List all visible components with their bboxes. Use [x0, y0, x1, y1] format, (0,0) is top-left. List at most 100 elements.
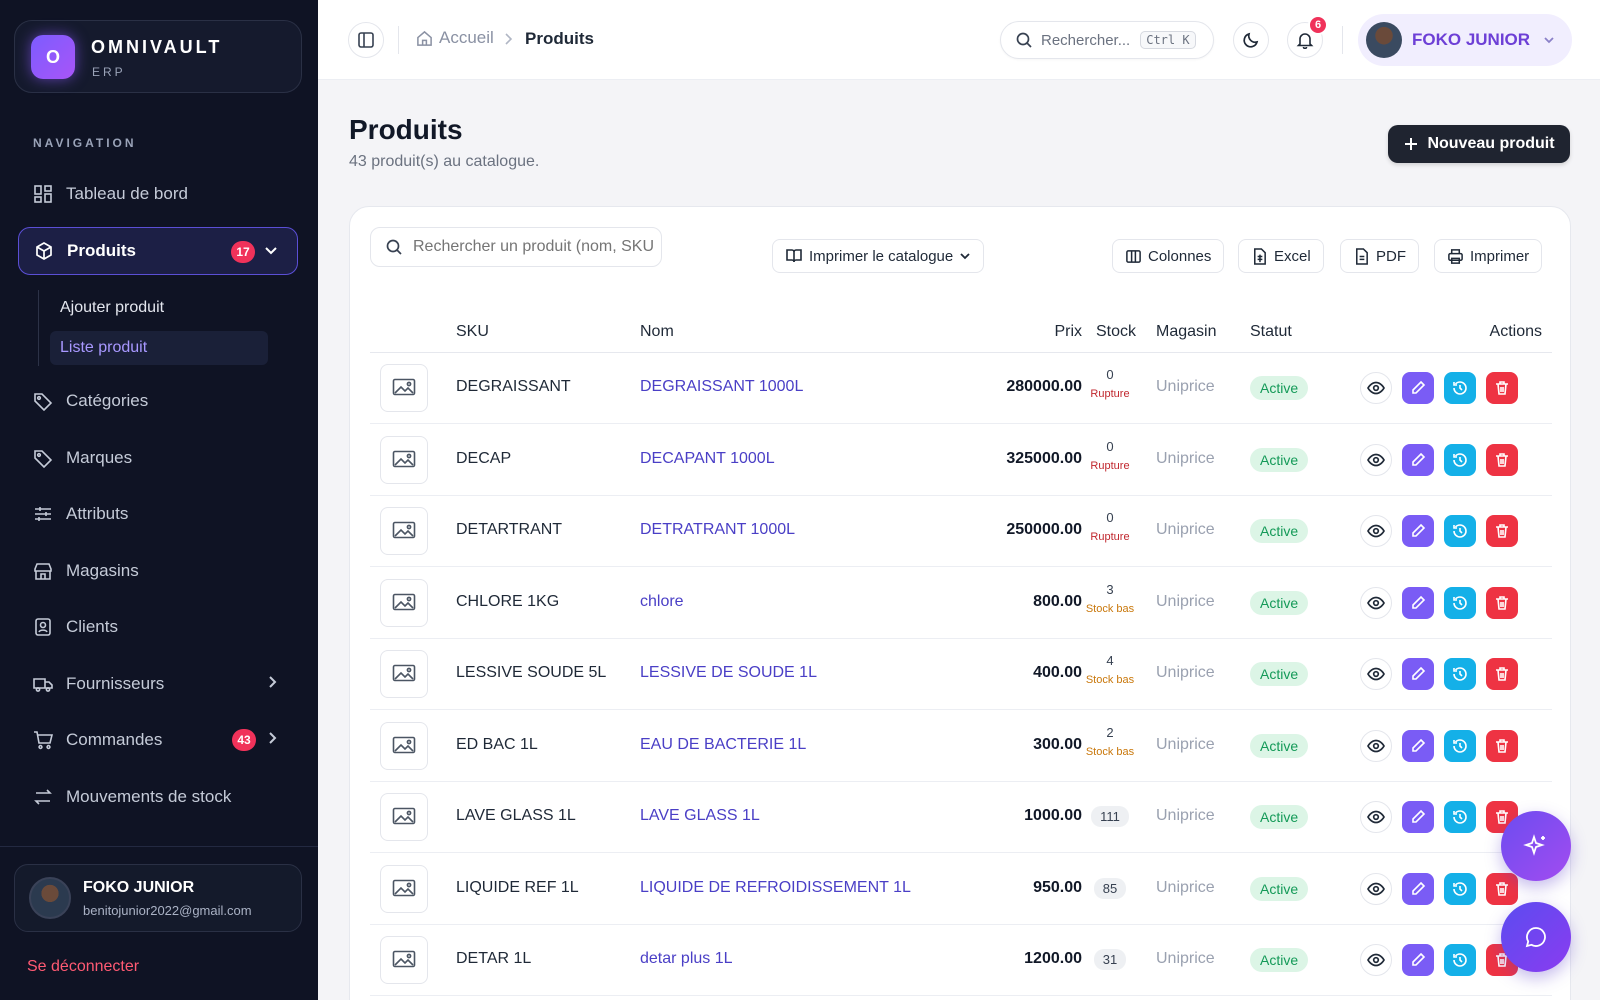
edit-button[interactable] — [1402, 729, 1434, 762]
product-name-link[interactable]: LESSIVE DE SOUDE 1L — [640, 664, 817, 681]
sidebar-item-commandes[interactable]: Commandes 43 — [18, 716, 298, 764]
edit-button[interactable] — [1402, 515, 1434, 547]
sidebar-item-attributs[interactable]: Attributs — [18, 490, 298, 538]
chat-button[interactable] — [1501, 902, 1571, 972]
product-thumbnail[interactable] — [380, 721, 428, 770]
view-button[interactable] — [1360, 443, 1392, 476]
history-button[interactable] — [1444, 586, 1476, 619]
edit-button[interactable] — [1402, 658, 1434, 690]
sidebar-item-categories[interactable]: Catégories — [18, 377, 298, 425]
pdf-export-button[interactable]: PDF — [1340, 239, 1419, 273]
view-button[interactable] — [1360, 729, 1392, 762]
product-search-field[interactable] — [370, 227, 662, 267]
columns-button[interactable]: Colonnes — [1112, 239, 1225, 273]
delete-button[interactable] — [1486, 586, 1518, 619]
table-row[interactable]: ED BAC 1L EAU DE BACTERIE 1L 300.00 2 St… — [370, 711, 1552, 782]
sidebar-item-clients[interactable]: Clients — [18, 603, 298, 651]
col-statut[interactable]: Statut — [1250, 323, 1292, 340]
ai-assistant-button[interactable] — [1501, 811, 1571, 881]
logout-link[interactable]: Se déconnecter — [27, 958, 140, 975]
history-button[interactable] — [1444, 443, 1476, 476]
view-button[interactable] — [1360, 515, 1392, 547]
table-row[interactable]: DETAR 1L detar plus 1L 1200.00 31 Unipri… — [370, 925, 1552, 996]
table-row[interactable]: LESSIVE SOUDE 5L LESSIVE DE SOUDE 1L 400… — [370, 639, 1552, 710]
brand-card[interactable]: O OMNIVAULT ERP — [14, 20, 302, 93]
col-nom[interactable]: Nom — [640, 323, 674, 340]
table-row[interactable]: DEGRAISSANT DEGRAISSANT 1000L 280000.00 … — [370, 353, 1552, 424]
breadcrumb-home[interactable]: Accueil — [416, 28, 494, 48]
product-name-link[interactable]: LIQUIDE DE REFROIDISSEMENT 1L — [640, 878, 911, 896]
col-magasin[interactable]: Magasin — [1156, 323, 1217, 340]
table-row[interactable]: LIQUIDE REF 1L LIQUIDE DE REFROIDISSEMEN… — [370, 854, 1552, 925]
edit-button[interactable] — [1402, 586, 1434, 619]
view-button[interactable] — [1360, 872, 1392, 905]
history-button[interactable] — [1444, 658, 1476, 690]
delete-button[interactable] — [1486, 372, 1518, 404]
notifications-button[interactable]: 6 — [1287, 15, 1328, 58]
sidebar-user-card[interactable]: FOKO JUNIOR benitojunior2022@gmail.com — [14, 864, 302, 932]
history-button[interactable] — [1444, 801, 1476, 833]
table-row[interactable]: LAVE GLASS 1L LAVE GLASS 1L 1000.00 111 … — [370, 782, 1552, 853]
delete-button[interactable] — [1486, 515, 1518, 547]
edit-button[interactable] — [1402, 443, 1434, 476]
product-name-link[interactable]: chlore — [640, 592, 684, 610]
global-search[interactable]: Rechercher... Ctrl K — [1000, 21, 1214, 59]
edit-button[interactable] — [1402, 944, 1434, 976]
col-stock[interactable]: Stock — [1096, 323, 1137, 340]
product-name-link[interactable]: detar plus 1L — [640, 950, 733, 967]
history-icon — [1452, 881, 1468, 897]
view-button[interactable] — [1360, 372, 1392, 404]
sidebar-item-marques[interactable]: Marques — [18, 434, 298, 482]
product-thumbnail[interactable] — [380, 507, 428, 555]
view-button[interactable] — [1360, 658, 1392, 690]
product-thumbnail[interactable] — [380, 578, 428, 627]
history-button[interactable] — [1444, 729, 1476, 762]
col-sku[interactable]: SKU — [456, 323, 489, 340]
view-button[interactable] — [1360, 801, 1392, 833]
sidebar-item-produits[interactable]: Produits 17 — [18, 227, 298, 275]
sidebar-item-mouvements[interactable]: Mouvements de stock — [18, 773, 298, 821]
edit-button[interactable] — [1402, 801, 1434, 833]
table-row[interactable]: DECAP DECAPANT 1000L 325000.00 0 Rupture… — [370, 425, 1552, 496]
history-button[interactable] — [1444, 372, 1476, 404]
sidebar-item-dashboard[interactable]: Tableau de bord — [18, 170, 298, 218]
product-thumbnail[interactable] — [380, 936, 428, 984]
product-name-link[interactable]: EAU DE BACTERIE 1L — [640, 735, 807, 753]
history-button[interactable] — [1444, 515, 1476, 547]
sidebar-item-magasins[interactable]: Magasins — [18, 547, 298, 595]
product-name-link[interactable]: DEGRAISSANT 1000L — [640, 378, 804, 395]
edit-button[interactable] — [1402, 872, 1434, 905]
excel-export-button[interactable]: Excel — [1238, 239, 1324, 273]
delete-button[interactable] — [1486, 872, 1518, 905]
product-thumbnail[interactable] — [380, 793, 428, 841]
sidebar-item-fournisseurs[interactable]: Fournisseurs — [18, 660, 298, 708]
product-name-link[interactable]: DECAPANT 1000L — [640, 449, 775, 467]
product-thumbnail[interactable] — [380, 364, 428, 412]
product-thumbnail[interactable] — [380, 650, 428, 698]
delete-button[interactable] — [1486, 729, 1518, 762]
submenu-ajouter-produit[interactable]: Ajouter produit — [60, 299, 165, 316]
product-thumbnail[interactable] — [380, 435, 428, 484]
product-thumbnail[interactable] — [380, 864, 428, 913]
user-menu[interactable]: FOKO JUNIOR — [1358, 14, 1572, 66]
submenu-liste-produit[interactable]: Liste produit — [50, 331, 268, 365]
history-button[interactable] — [1444, 872, 1476, 905]
delete-button[interactable] — [1486, 443, 1518, 476]
col-prix[interactable]: Prix — [1054, 323, 1082, 340]
history-button[interactable] — [1444, 944, 1476, 976]
theme-toggle-button[interactable] — [1233, 22, 1269, 58]
product-search-input[interactable] — [413, 238, 653, 256]
view-button[interactable] — [1360, 586, 1392, 619]
product-name-link[interactable]: DETRATRANT 1000L — [640, 521, 796, 538]
table-row[interactable]: DETARTRANT DETRATRANT 1000L 250000.00 0 … — [370, 496, 1552, 567]
sidebar-toggle-button[interactable] — [348, 22, 384, 58]
edit-button[interactable] — [1402, 372, 1434, 404]
stock-count: 85 — [1093, 877, 1127, 899]
table-row[interactable]: CHLORE 1KG chlore 800.00 3 Stock bas Uni… — [370, 568, 1552, 639]
delete-button[interactable] — [1486, 658, 1518, 690]
view-button[interactable] — [1360, 944, 1392, 976]
new-product-button[interactable]: Nouveau produit — [1388, 125, 1570, 163]
print-catalog-dropdown[interactable]: Imprimer le catalogue — [772, 239, 985, 273]
print-button[interactable]: Imprimer — [1434, 239, 1543, 273]
product-name-link[interactable]: LAVE GLASS 1L — [640, 807, 760, 824]
